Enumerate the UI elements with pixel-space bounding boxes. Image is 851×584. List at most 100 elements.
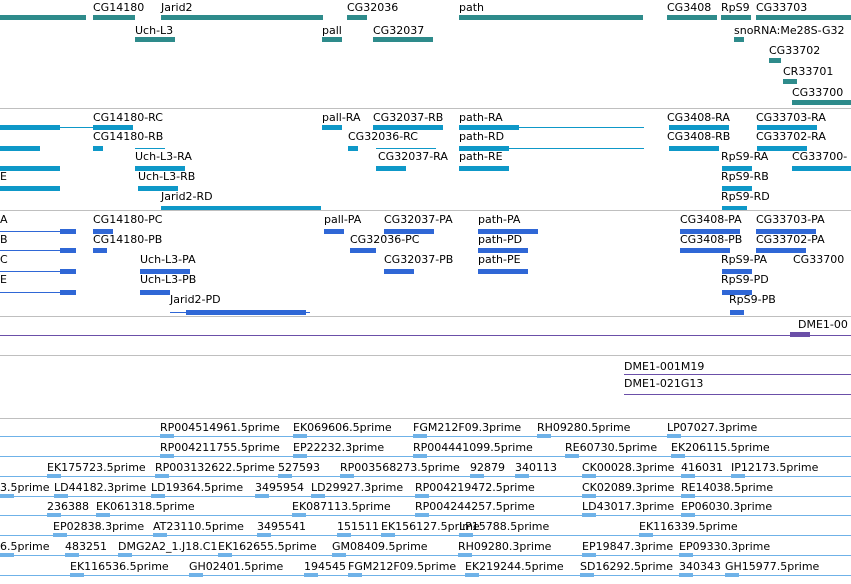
feature-label[interactable]: pall bbox=[322, 24, 342, 37]
feature-glyph[interactable] bbox=[293, 434, 307, 438]
feature-label[interactable]: CG3408-PB bbox=[680, 233, 743, 246]
feature-glyph[interactable] bbox=[722, 206, 747, 211]
feature-label[interactable]: EP09330.3prime bbox=[679, 540, 771, 553]
feature-label[interactable]: path-RD bbox=[459, 130, 505, 143]
feature-label[interactable]: RE60730.5prime bbox=[565, 441, 658, 454]
feature-label[interactable]: RP003132622.5prime bbox=[155, 461, 275, 474]
feature-glyph[interactable] bbox=[582, 494, 596, 498]
feature-glyph[interactable] bbox=[373, 37, 433, 42]
feature-glyph[interactable] bbox=[722, 186, 752, 191]
feature-label[interactable]: CG33702 bbox=[769, 44, 821, 57]
feature-label[interactable]: FGM212F09.3prime bbox=[413, 421, 522, 434]
feature-glyph[interactable] bbox=[189, 573, 203, 577]
feature-label[interactable]: RpS9-RD bbox=[721, 190, 770, 203]
feature-label[interactable]: LD44182.3prime bbox=[54, 481, 147, 494]
feature-glyph[interactable] bbox=[376, 166, 406, 171]
feature-glyph[interactable] bbox=[734, 37, 744, 42]
feature-label[interactable]: CR33701 bbox=[783, 65, 834, 78]
feature-glyph[interactable] bbox=[459, 15, 643, 20]
feature-glyph[interactable] bbox=[350, 248, 376, 253]
feature-label[interactable]: EK156127.5prime bbox=[381, 520, 480, 533]
feature-label[interactable]: RP004244257.5prime bbox=[415, 500, 535, 513]
feature-label[interactable]: EK206115.5prime bbox=[671, 441, 770, 454]
feature-glyph[interactable] bbox=[465, 573, 479, 577]
feature-label[interactable]: C bbox=[0, 253, 8, 266]
feature-label[interactable]: CG33703 bbox=[756, 1, 808, 14]
feature-glyph[interactable] bbox=[413, 454, 427, 458]
feature-label[interactable]: snoRNA:Me28S-G32 bbox=[734, 24, 845, 37]
feature-glyph[interactable] bbox=[730, 310, 744, 315]
feature-label[interactable]: Uch-L3-PA bbox=[140, 253, 196, 266]
feature-glyph[interactable] bbox=[413, 434, 427, 438]
feature-glyph[interactable] bbox=[255, 494, 269, 498]
feature-glyph[interactable] bbox=[515, 474, 529, 478]
feature-glyph[interactable] bbox=[384, 269, 414, 274]
feature-glyph[interactable] bbox=[384, 229, 434, 234]
feature-label[interactable]: Jarid2 bbox=[161, 1, 193, 14]
feature-label[interactable]: CG33703-PA bbox=[756, 213, 825, 226]
feature-label[interactable]: CG14180-RC bbox=[93, 111, 163, 124]
feature-glyph[interactable] bbox=[757, 125, 817, 130]
feature-label[interactable]: CK00028.3prime bbox=[582, 461, 675, 474]
feature-label[interactable]: CG32037-RB bbox=[373, 111, 444, 124]
feature-glyph[interactable] bbox=[582, 513, 596, 517]
feature-glyph[interactable] bbox=[680, 229, 740, 234]
feature-label[interactable]: LD43017.3prime bbox=[582, 500, 675, 513]
feature-glyph[interactable] bbox=[60, 290, 76, 295]
feature-label[interactable]: 194545 bbox=[304, 560, 346, 573]
feature-label[interactable]: Jarid2-RD bbox=[161, 190, 213, 203]
feature-label[interactable]: DME1-00 bbox=[798, 318, 848, 331]
feature-label[interactable]: 527593 bbox=[278, 461, 320, 474]
feature-label[interactable]: E bbox=[0, 170, 7, 183]
feature-glyph[interactable] bbox=[161, 15, 323, 20]
feature-glyph[interactable] bbox=[218, 553, 232, 557]
feature-glyph[interactable] bbox=[160, 434, 174, 438]
feature-label[interactable]: RP003568273.5prime bbox=[340, 461, 460, 474]
feature-label[interactable]: EP06030.3prime bbox=[681, 500, 773, 513]
feature-glyph[interactable] bbox=[292, 513, 306, 517]
feature-glyph[interactable] bbox=[0, 553, 14, 557]
feature-label[interactable]: GH15977.5prime bbox=[725, 560, 820, 573]
feature-glyph[interactable] bbox=[54, 494, 68, 498]
feature-glyph[interactable] bbox=[470, 474, 484, 478]
feature-glyph[interactable] bbox=[681, 513, 695, 517]
feature-label[interactable]: EK162655.5prime bbox=[218, 540, 317, 553]
feature-glyph[interactable] bbox=[459, 533, 473, 537]
feature-glyph[interactable] bbox=[639, 533, 653, 537]
feature-glyph[interactable] bbox=[0, 186, 60, 191]
feature-glyph[interactable] bbox=[580, 573, 594, 577]
feature-glyph[interactable] bbox=[722, 269, 752, 274]
feature-glyph[interactable] bbox=[722, 166, 752, 171]
feature-glyph[interactable] bbox=[681, 474, 695, 478]
feature-label[interactable]: CG14180-RB bbox=[93, 130, 164, 143]
feature-glyph[interactable] bbox=[257, 533, 271, 537]
feature-glyph[interactable] bbox=[348, 146, 358, 151]
feature-label[interactable]: RP004441099.5prime bbox=[413, 441, 533, 454]
feature-glyph[interactable] bbox=[681, 494, 695, 498]
feature-glyph[interactable] bbox=[478, 269, 528, 274]
feature-label[interactable]: LP15788.5prime bbox=[459, 520, 550, 533]
feature-label[interactable]: path-PD bbox=[478, 233, 523, 246]
feature-label[interactable]: A bbox=[0, 213, 8, 226]
feature-label[interactable]: CG3408-PA bbox=[680, 213, 742, 226]
feature-glyph[interactable] bbox=[70, 573, 84, 577]
feature-label[interactable]: 3495541 bbox=[257, 520, 306, 533]
feature-glyph[interactable] bbox=[65, 553, 79, 557]
feature-label[interactable]: path-RA bbox=[459, 111, 503, 124]
feature-label[interactable]: 151511 bbox=[337, 520, 379, 533]
feature-glyph[interactable] bbox=[756, 15, 851, 20]
feature-glyph[interactable] bbox=[769, 58, 781, 63]
feature-glyph[interactable] bbox=[669, 125, 729, 130]
feature-label[interactable]: EP19847.3prime bbox=[582, 540, 674, 553]
feature-glyph[interactable] bbox=[324, 229, 344, 234]
feature-glyph[interactable] bbox=[293, 454, 307, 458]
feature-glyph[interactable] bbox=[667, 434, 681, 438]
feature-label[interactable]: RP004514961.5prime bbox=[160, 421, 280, 434]
feature-glyph[interactable] bbox=[118, 553, 132, 557]
feature-glyph[interactable] bbox=[47, 513, 61, 517]
feature-label[interactable]: CG33700 bbox=[792, 86, 844, 99]
feature-label[interactable]: RH09280.5prime bbox=[537, 421, 631, 434]
feature-label[interactable]: GH02401.5prime bbox=[189, 560, 284, 573]
feature-label[interactable]: EK175723.5prime bbox=[47, 461, 146, 474]
feature-glyph[interactable] bbox=[792, 166, 851, 171]
